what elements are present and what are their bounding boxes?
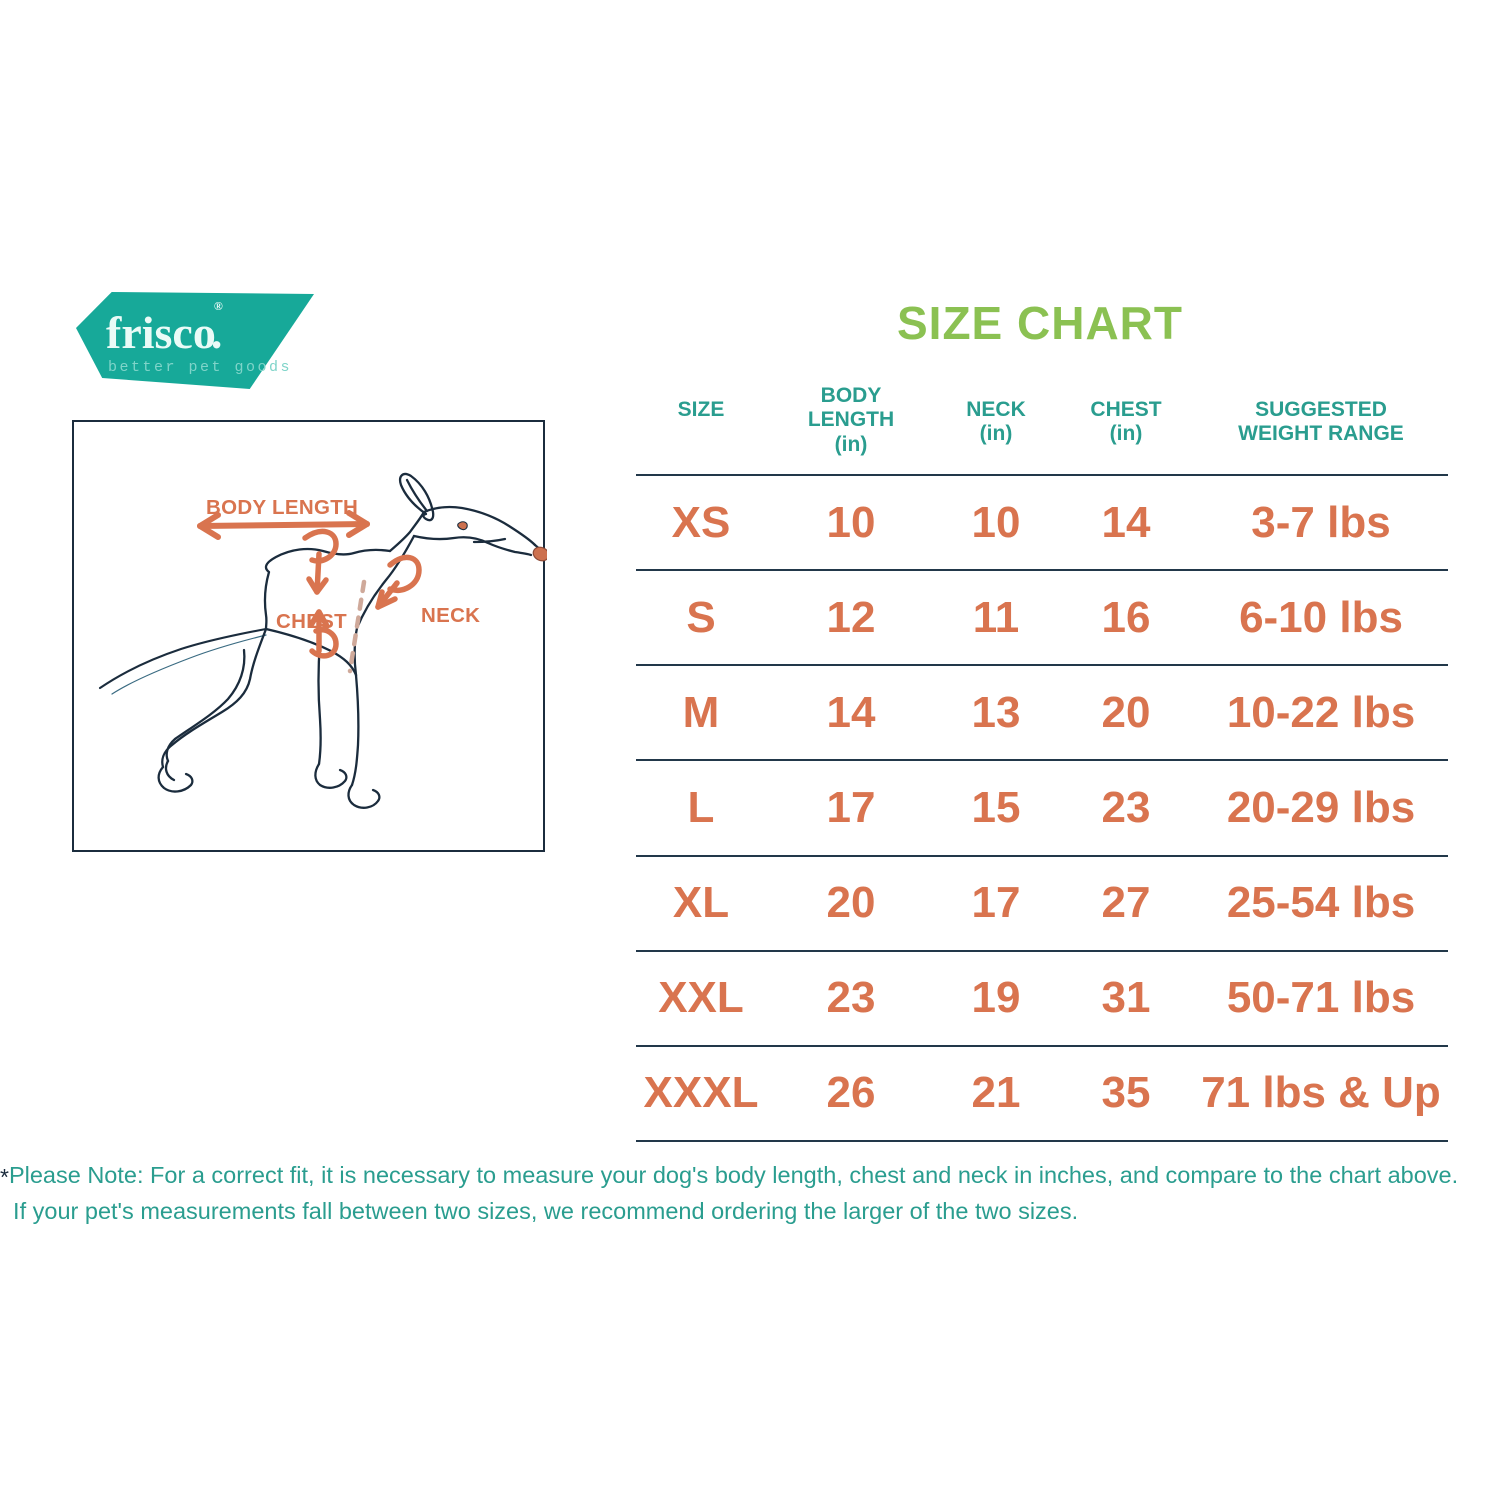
svg-text:CHEST: CHEST [276, 610, 347, 633]
svg-text:NECK: NECK [421, 604, 480, 627]
svg-text:BODY LENGTH: BODY LENGTH [206, 496, 358, 519]
